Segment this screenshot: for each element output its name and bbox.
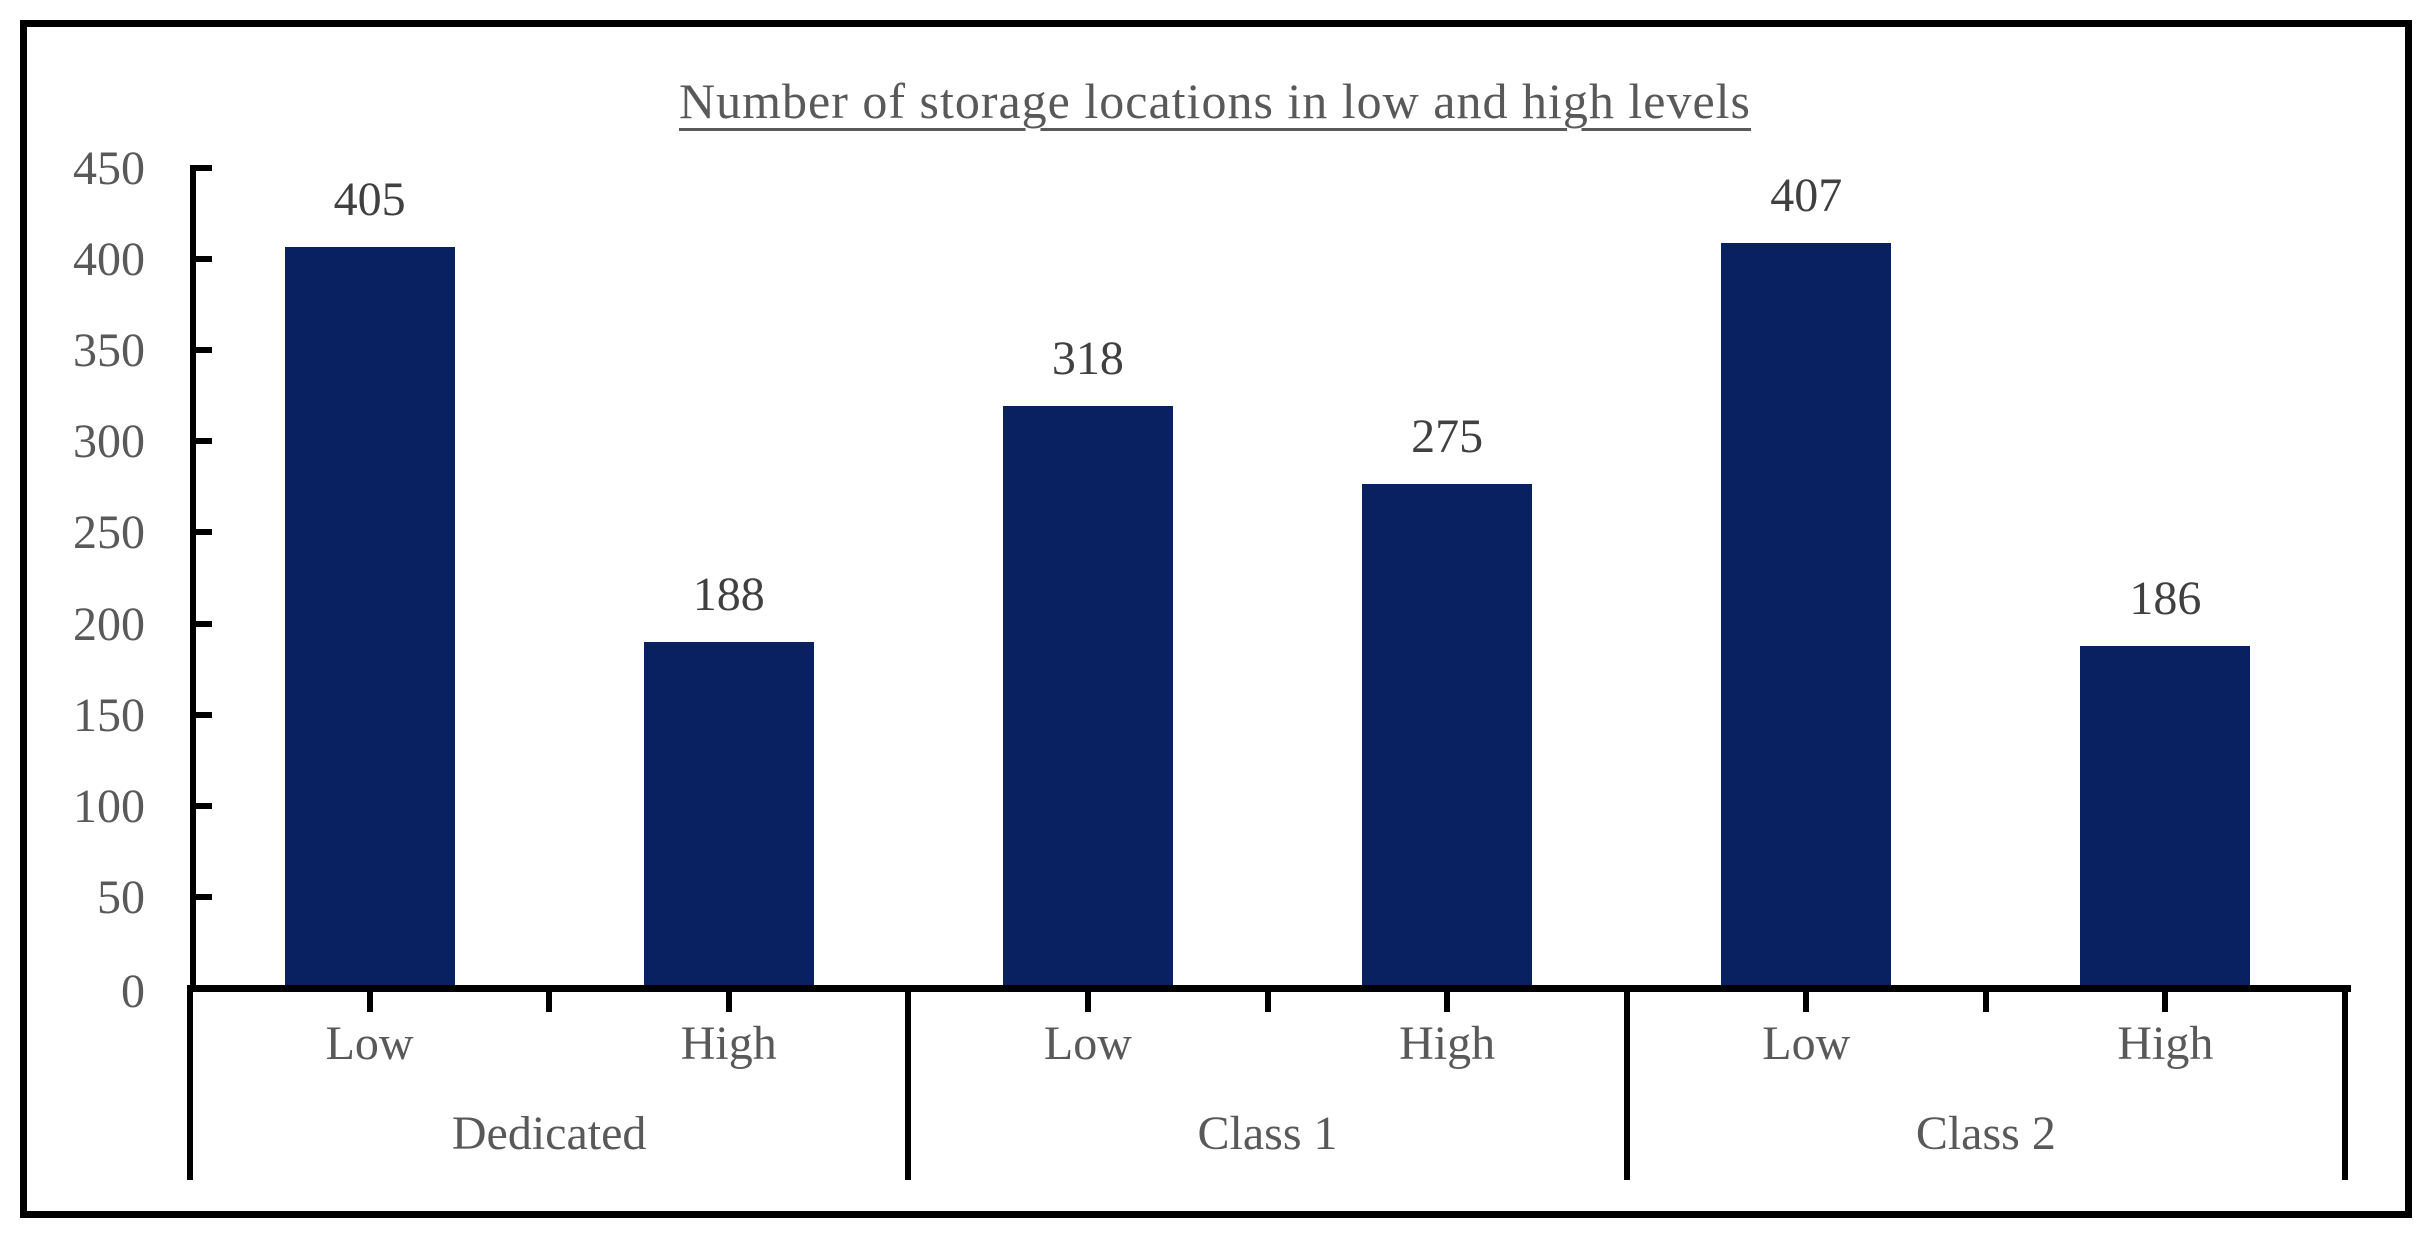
group-separator-line xyxy=(905,990,912,1180)
y-tick-label: 0 xyxy=(121,965,145,1018)
y-axis-tick-mark xyxy=(196,529,212,536)
bar-value-label: 407 xyxy=(1770,169,1843,223)
category-label: Low xyxy=(325,1017,414,1070)
bar-value-label: 405 xyxy=(333,173,406,226)
y-tick-label: 250 xyxy=(73,506,145,560)
group-label: Class 2 xyxy=(1915,1107,2056,1160)
x-axis-tick-mark xyxy=(1982,992,1989,1012)
bar xyxy=(1002,405,1173,985)
chart-title: Number of storage locations in low and h… xyxy=(679,73,1751,129)
y-axis-tick-mark xyxy=(196,438,212,445)
y-tick-label: 150 xyxy=(73,688,145,742)
y-tick-label: 350 xyxy=(73,324,145,378)
y-axis-tick-mark xyxy=(196,711,212,718)
category-label: Low xyxy=(1043,1017,1132,1070)
bar xyxy=(1362,483,1533,985)
y-tick-label: 50 xyxy=(97,870,145,924)
bar-value-label: 275 xyxy=(1411,409,1484,463)
y-axis-tick-mark xyxy=(196,893,212,900)
x-axis-tick-mark xyxy=(1084,992,1091,1012)
bar-value-label: 186 xyxy=(2129,572,2202,626)
category-label: High xyxy=(680,1017,777,1070)
category-label: High xyxy=(2117,1017,2214,1070)
category-label: High xyxy=(1399,1017,1496,1070)
y-tick-label: 450 xyxy=(73,142,145,195)
y-axis-tick-mark xyxy=(196,256,212,263)
x-axis-tick-mark xyxy=(1264,992,1271,1012)
y-axis-tick-mark xyxy=(196,620,212,627)
bar-value-label: 188 xyxy=(692,568,765,622)
y-tick-label: 400 xyxy=(73,233,145,287)
x-axis-tick-mark xyxy=(546,992,553,1012)
x-axis-tick-mark xyxy=(366,992,373,1012)
bar xyxy=(643,642,814,985)
group-separator-line xyxy=(1623,990,1630,1180)
x-axis-line xyxy=(187,985,2351,992)
y-axis-tick-mark xyxy=(196,347,212,354)
y-tick-label: 100 xyxy=(73,779,145,833)
group-separator-line xyxy=(2342,990,2348,1180)
bar-value-label: 318 xyxy=(1051,331,1124,385)
y-tick-label: 200 xyxy=(73,597,145,651)
x-axis-tick-mark xyxy=(725,992,732,1012)
bar xyxy=(2080,646,2251,985)
category-label: Low xyxy=(1762,1017,1851,1070)
x-axis-tick-mark xyxy=(1444,992,1451,1012)
y-axis-tick-mark xyxy=(196,802,212,809)
bar xyxy=(1721,243,1892,985)
x-axis-tick-mark xyxy=(1803,992,1810,1012)
bar xyxy=(284,247,455,985)
y-axis-line xyxy=(190,165,196,992)
group-label: Dedicated xyxy=(451,1107,647,1160)
group-separator-line xyxy=(187,990,193,1180)
x-axis-tick-mark xyxy=(2162,992,2169,1012)
group-label: Class 1 xyxy=(1197,1107,1338,1160)
y-tick-label: 300 xyxy=(73,415,145,469)
y-axis-tick-mark xyxy=(196,165,212,171)
